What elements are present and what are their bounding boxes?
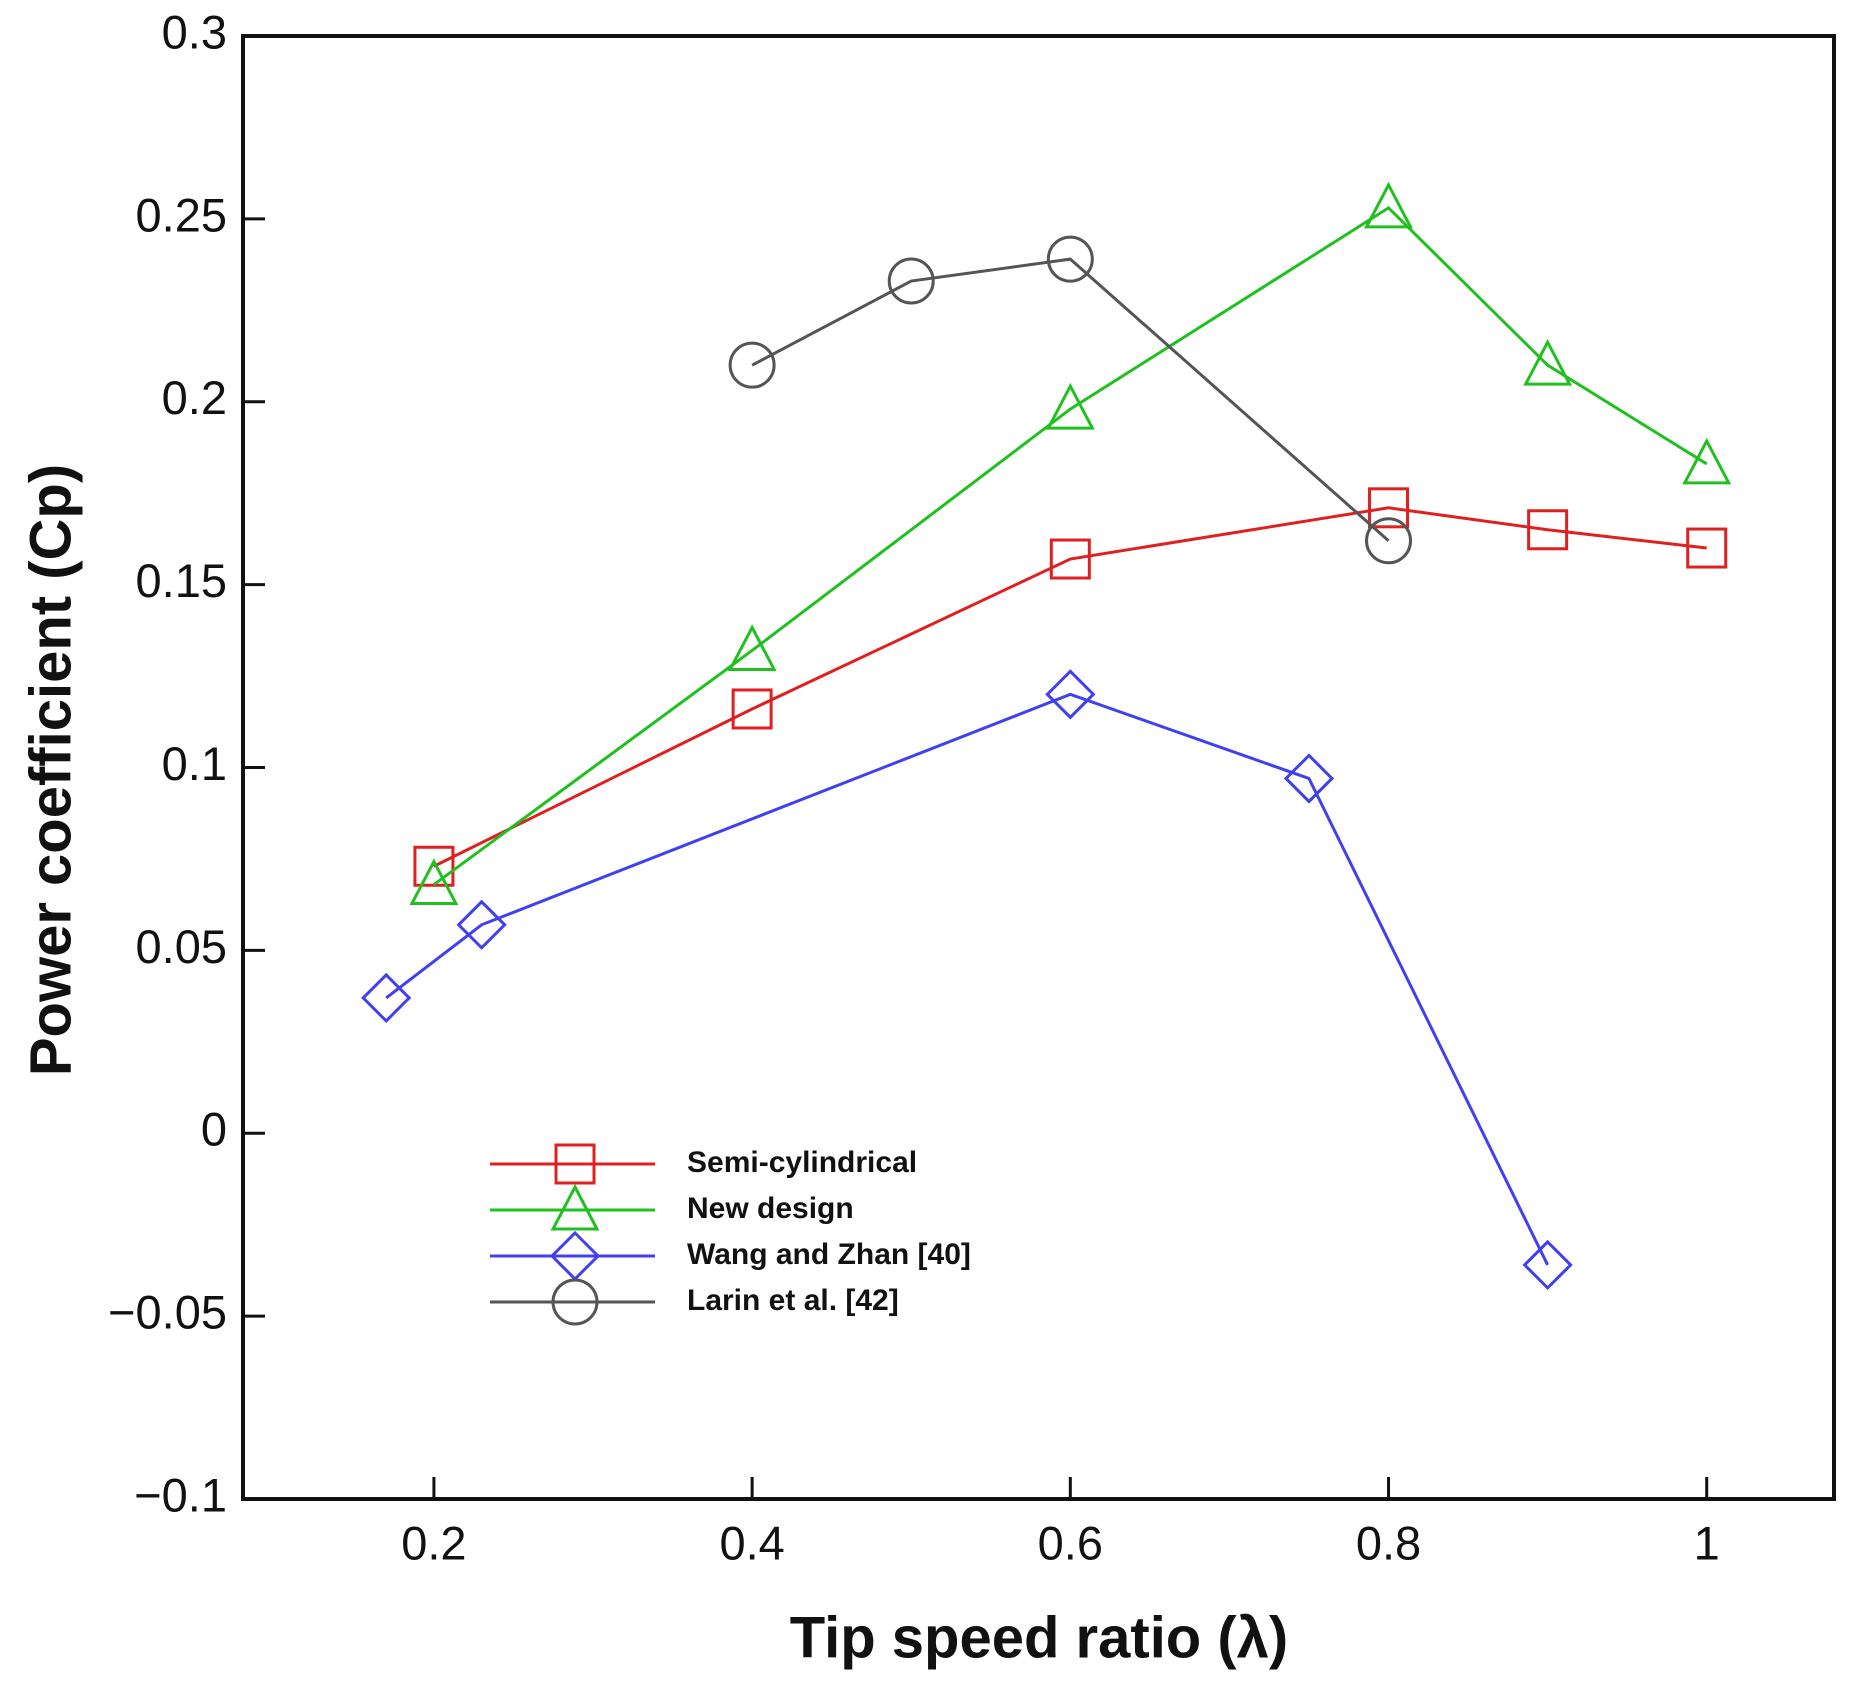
x-tick-label: 1 <box>1694 1516 1720 1569</box>
marker <box>1045 669 1096 720</box>
marker <box>456 899 507 950</box>
x-tick-label: 0.2 <box>401 1516 466 1569</box>
legend-label: New design <box>687 1192 854 1225</box>
plot-frame <box>241 34 1836 1501</box>
y-tick-label: 0.2 <box>162 371 227 424</box>
marker <box>554 1143 596 1185</box>
marker <box>1523 338 1573 386</box>
marker <box>1527 509 1569 551</box>
y-tick-label: 0 <box>201 1103 227 1156</box>
marker <box>887 257 935 305</box>
marker <box>1686 527 1728 569</box>
y-tick-label: 0.1 <box>162 737 227 790</box>
marker <box>1364 181 1413 229</box>
marker <box>1049 538 1091 580</box>
legend-label: Semi-cylindrical <box>687 1146 917 1179</box>
x-tick-label: 0.6 <box>1038 1516 1103 1569</box>
x-tick-label: 0.8 <box>1356 1516 1421 1569</box>
y-tick-label: 0.15 <box>136 554 227 607</box>
y-tick-label: 0.25 <box>136 188 227 241</box>
marker <box>1283 753 1335 804</box>
marker <box>409 858 459 906</box>
y-tick-label: −0.05 <box>108 1286 227 1339</box>
marker <box>413 845 455 887</box>
marker <box>1046 235 1094 283</box>
series-line <box>433 506 1707 868</box>
marker <box>1365 517 1413 565</box>
y-axis-title: Power coefficient (Cp) <box>18 464 83 1076</box>
y-tick-label: 0.05 <box>136 920 227 973</box>
x-tick-label: 0.4 <box>719 1516 784 1569</box>
marker <box>728 341 776 389</box>
y-tick-label: −0.1 <box>134 1468 227 1521</box>
marker <box>1368 487 1410 529</box>
marker <box>550 1183 600 1231</box>
marker <box>1682 437 1732 485</box>
marker <box>1045 382 1095 430</box>
y-tick-label: 0.3 <box>162 5 227 58</box>
marker <box>731 688 773 730</box>
series-line <box>433 205 1708 886</box>
legend-label: Wang and Zhan [40] <box>687 1238 971 1271</box>
legend-label: Larin et al. [42] <box>687 1284 899 1317</box>
series-line <box>751 257 1390 542</box>
marker <box>1522 1239 1573 1291</box>
marker <box>361 972 412 1024</box>
series-line <box>385 692 1549 1266</box>
x-axis-title: Tip speed ratio (λ) <box>790 1605 1288 1670</box>
marker <box>551 1278 599 1326</box>
marker <box>727 624 777 671</box>
